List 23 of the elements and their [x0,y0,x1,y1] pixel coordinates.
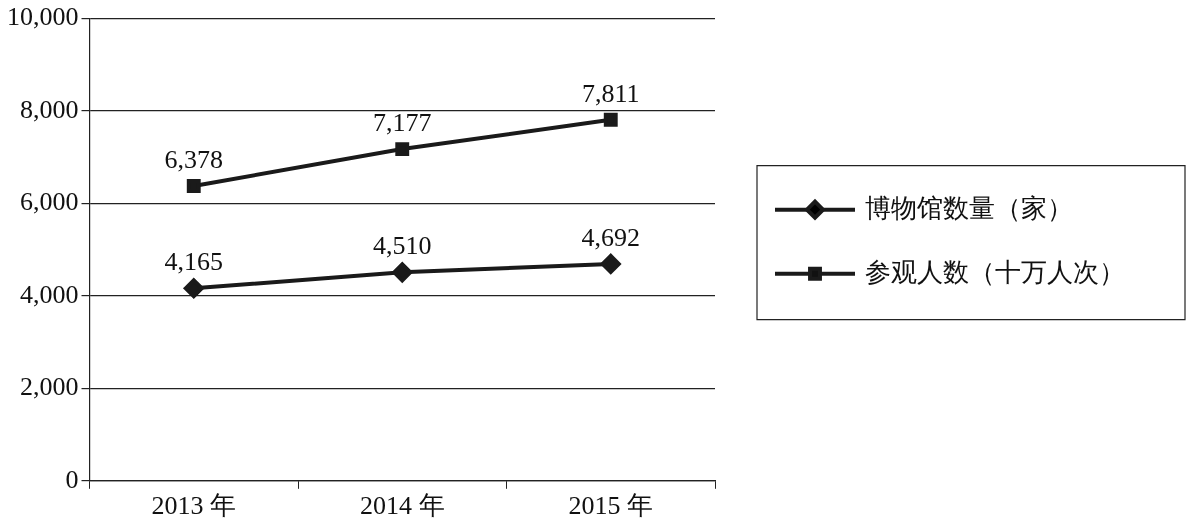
point [186,179,201,193]
data-label: 4,165 [164,247,223,277]
y-tick-label: 8,000 [20,94,79,124]
x-tick-label: 2013 年 [151,491,236,521]
legend-label: 博物馆数量（家） [865,193,1073,223]
legend-label: 参观人数（十万人次） [865,257,1125,287]
data-label: 7,177 [373,107,432,137]
point [392,262,413,283]
point [183,278,204,299]
data-label: 4,692 [581,222,640,252]
data-label: 7,811 [581,78,640,108]
point [600,253,621,274]
y-tick-label: 4,000 [20,279,79,309]
point [603,112,618,127]
data-label: 4,510 [373,231,432,261]
y-tick-label: 10,000 [7,2,79,32]
y-tick-label: 0 [65,464,79,494]
data-label: 6,378 [164,144,223,174]
x-tick-label: 2015 年 [568,491,653,521]
x-tick-label: 2014 年 [360,491,445,521]
point [395,142,410,157]
y-tick-label: 2,000 [20,372,79,402]
y-tick-label: 6,000 [20,187,79,217]
